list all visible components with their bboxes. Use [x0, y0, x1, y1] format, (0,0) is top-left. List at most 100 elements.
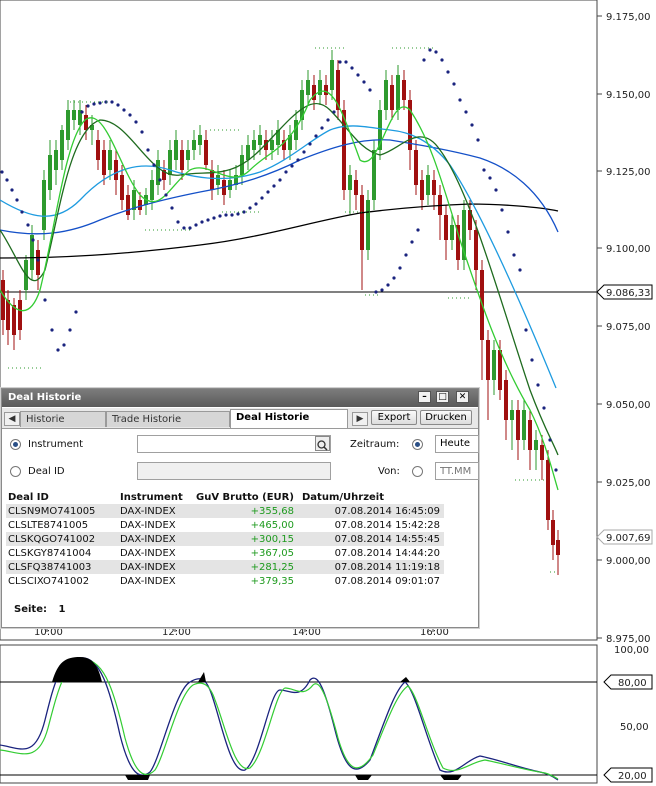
guv-cell: +465,00	[250, 519, 294, 531]
tab-deal-historie[interactable]: Deal Historie	[230, 409, 348, 428]
sar-dot	[296, 158, 300, 162]
candle-body	[126, 195, 130, 215]
candle-body	[396, 75, 400, 110]
sar-dot	[434, 50, 438, 54]
window-titlebar[interactable]: Deal Historie – □ ✕	[2, 389, 478, 407]
instrument-radio[interactable]	[10, 439, 21, 450]
table-row[interactable]: CLSFQ38741003 DAX-INDEX +281,25 07.08.20…	[6, 560, 444, 574]
table-row[interactable]: CLSN9MO741005 DAX-INDEX +355,68 07.08.20…	[6, 504, 444, 518]
von-radio[interactable]	[412, 466, 423, 477]
dealid-radio[interactable]	[10, 466, 21, 477]
sar-dot	[212, 216, 216, 220]
print-button[interactable]: Drucken	[420, 410, 472, 425]
candle-body	[330, 60, 334, 90]
instrument-input[interactable]	[137, 435, 331, 453]
sar-dot	[43, 298, 47, 302]
sar-dot	[476, 138, 480, 142]
candle-body	[198, 135, 202, 145]
price-axis: 9.175,00 9.150,00 9.125,00 9.100,00 9.07…	[597, 12, 651, 645]
sar-dot	[290, 164, 294, 168]
candle-body	[312, 85, 316, 100]
datetime-cell: 07.08.2014 11:19:18	[300, 560, 444, 574]
price-tick-label: 9.100,00	[606, 244, 651, 255]
candle-body	[528, 420, 532, 450]
sar-dot	[284, 170, 288, 174]
sar-dot	[530, 358, 534, 362]
sar-dot	[458, 98, 462, 102]
candle-body	[366, 200, 370, 250]
candle-body	[96, 140, 100, 160]
tab-scroll-right-button[interactable]: ▶	[352, 412, 368, 426]
sar-dot	[446, 70, 450, 74]
sar-dot	[386, 283, 390, 287]
tab-historie[interactable]: Historie	[20, 411, 106, 427]
price-tick-label: 9.050,00	[606, 400, 651, 411]
table-row[interactable]: CLSCIXO741002 DAX-INDEX +379,35 07.08.20…	[6, 574, 444, 588]
osc-tick-label: 20,00	[618, 771, 647, 782]
sar-dot	[10, 188, 14, 192]
table-row[interactable]: CLSKGY8741004 DAX-INDEX +367,05 07.08.20…	[6, 546, 444, 560]
candle-body	[360, 195, 364, 250]
dealid-input[interactable]	[137, 462, 331, 480]
instrument-cell: DAX-INDEX	[120, 575, 176, 587]
candle-body	[66, 110, 70, 140]
table-row[interactable]: CLSLTE8741005 DAX-INDEX +465,00 07.08.20…	[6, 518, 444, 532]
sar-dot	[74, 310, 78, 314]
sar-dot	[80, 110, 84, 114]
sar-dot	[428, 48, 432, 52]
tab-scroll-left-button[interactable]: ◀	[4, 412, 20, 426]
sar-dot	[182, 226, 186, 230]
sar-dot	[308, 142, 312, 146]
main-chart-frame	[0, 0, 598, 641]
col-header-instrument[interactable]: Instrument	[120, 491, 183, 503]
deal-id-cell: CLSN9MO741005	[6, 504, 118, 518]
osc-oversold-fill-1	[125, 775, 150, 780]
candle-body	[258, 135, 262, 145]
candle-body	[174, 140, 178, 160]
candle-body	[276, 130, 280, 145]
maximize-button[interactable]: □	[436, 391, 449, 403]
tab-trade-historie[interactable]: Trade Historie	[106, 411, 230, 427]
col-header-guv[interactable]: GuV Brutto (EUR)	[196, 491, 294, 503]
osc-overbought-fill	[52, 657, 102, 682]
candle-body	[108, 150, 112, 170]
candle-body	[498, 350, 502, 390]
sar-dot	[254, 202, 258, 206]
zeitraum-select[interactable]: Heute	[435, 435, 479, 453]
col-header-deal-id[interactable]: Deal ID	[8, 491, 49, 503]
sar-dot	[380, 288, 384, 292]
minimize-button[interactable]: –	[418, 391, 431, 403]
sar-dot	[26, 223, 30, 227]
candle-body	[150, 180, 154, 200]
sar-dot	[50, 328, 54, 332]
search-icon[interactable]	[315, 436, 330, 451]
sar-dot	[410, 240, 414, 244]
candle-body	[414, 150, 418, 185]
osc-overbought-fill-3	[400, 677, 410, 682]
sar-dot	[200, 220, 204, 224]
sar-dot	[452, 82, 456, 86]
candle-body	[264, 140, 268, 150]
sar-dot	[146, 148, 150, 152]
sar-dot	[518, 268, 522, 272]
zeitraum-radio[interactable]	[412, 439, 423, 450]
col-header-datetime[interactable]: Datum/Uhrzeit	[302, 491, 385, 503]
deal-id-cell: CLSCIXO741002	[8, 575, 90, 587]
sar-dot	[5, 178, 9, 182]
candle-body	[54, 150, 58, 170]
export-button[interactable]: Export	[371, 410, 417, 425]
candle-body	[372, 150, 376, 200]
table-row[interactable]: CLSKQGO741002 DAX-INDEX +300,15 07.08.20…	[6, 532, 444, 546]
sar-dot	[36, 258, 40, 262]
candle-body	[390, 85, 394, 110]
close-button[interactable]: ✕	[456, 391, 469, 403]
von-date-input[interactable]	[435, 462, 479, 480]
candle-body	[492, 350, 496, 380]
datetime-cell: 07.08.2014 15:42:28	[334, 519, 440, 531]
osc-tick-label: 80,00	[618, 678, 647, 689]
deal-history-window[interactable]: Deal Historie – □ ✕ ◀ Historie Trade His…	[1, 388, 479, 628]
datetime-cell: 07.08.2014 16:45:09	[300, 504, 444, 518]
candle-body	[30, 235, 34, 270]
candle-body	[522, 410, 526, 440]
